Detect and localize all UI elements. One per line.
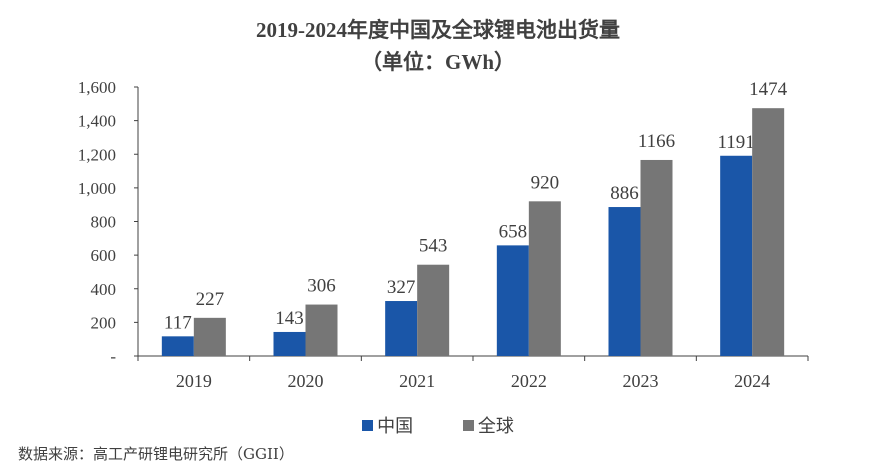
bar-global (640, 159, 673, 356)
data-label: 227 (196, 289, 225, 310)
bar-global (193, 317, 226, 356)
legend-item-global: 全球 (462, 412, 514, 438)
data-label: 306 (307, 276, 336, 297)
y-tick-label: 800 (91, 213, 117, 232)
x-tick-label: 2021 (399, 371, 435, 391)
legend-swatch-global (462, 419, 474, 431)
data-label: 920 (531, 172, 560, 193)
y-tick-label: 1,600 (78, 78, 116, 97)
chart-subtitle: （单位：GWh） (360, 50, 515, 74)
legend: 中国 全球 (0, 412, 876, 438)
y-tick-label: 200 (91, 313, 117, 332)
data-label: 886 (610, 183, 639, 204)
bar-china (496, 245, 529, 356)
x-tick-label: 2020 (288, 371, 324, 391)
x-tick-label: 2023 (623, 371, 659, 391)
bar-china (273, 331, 306, 356)
y-tick-label: 400 (91, 280, 117, 299)
bar-global (528, 201, 561, 356)
y-tick-label: - (110, 347, 116, 366)
data-label: 658 (499, 221, 528, 242)
x-tick-label: 2024 (734, 371, 770, 391)
data-label: 1191 (718, 132, 755, 153)
y-tick-label: 1,400 (78, 112, 116, 131)
legend-label-global: 全球 (477, 416, 514, 437)
data-label: 117 (164, 312, 192, 333)
bar-china (161, 336, 194, 356)
x-tick-label: 2019 (176, 371, 212, 391)
legend-label-china: 中国 (377, 416, 414, 437)
y-tick-label: 600 (91, 246, 117, 265)
data-label: 1166 (638, 131, 675, 152)
bar-china (385, 301, 418, 356)
data-label: 143 (275, 308, 304, 329)
data-label: 543 (419, 236, 448, 257)
x-tick-label: 2022 (511, 371, 547, 391)
bar-china (608, 207, 641, 356)
chart-title: 2019-2024年度中国及全球锂电池出货量 (256, 18, 620, 42)
data-label: 1474 (749, 79, 788, 100)
bar-global (305, 304, 338, 356)
legend-swatch-china (362, 419, 374, 431)
source-note: 数据来源：高工产研锂电研究所（GGII） (18, 445, 294, 463)
data-label: 327 (387, 277, 416, 298)
y-tick-label: 1,200 (78, 145, 116, 164)
y-tick-label: 1,000 (78, 179, 116, 198)
bar-global (752, 108, 785, 356)
bar-china (720, 155, 753, 356)
bar-global (417, 264, 450, 356)
legend-item-china: 中国 (362, 412, 413, 438)
